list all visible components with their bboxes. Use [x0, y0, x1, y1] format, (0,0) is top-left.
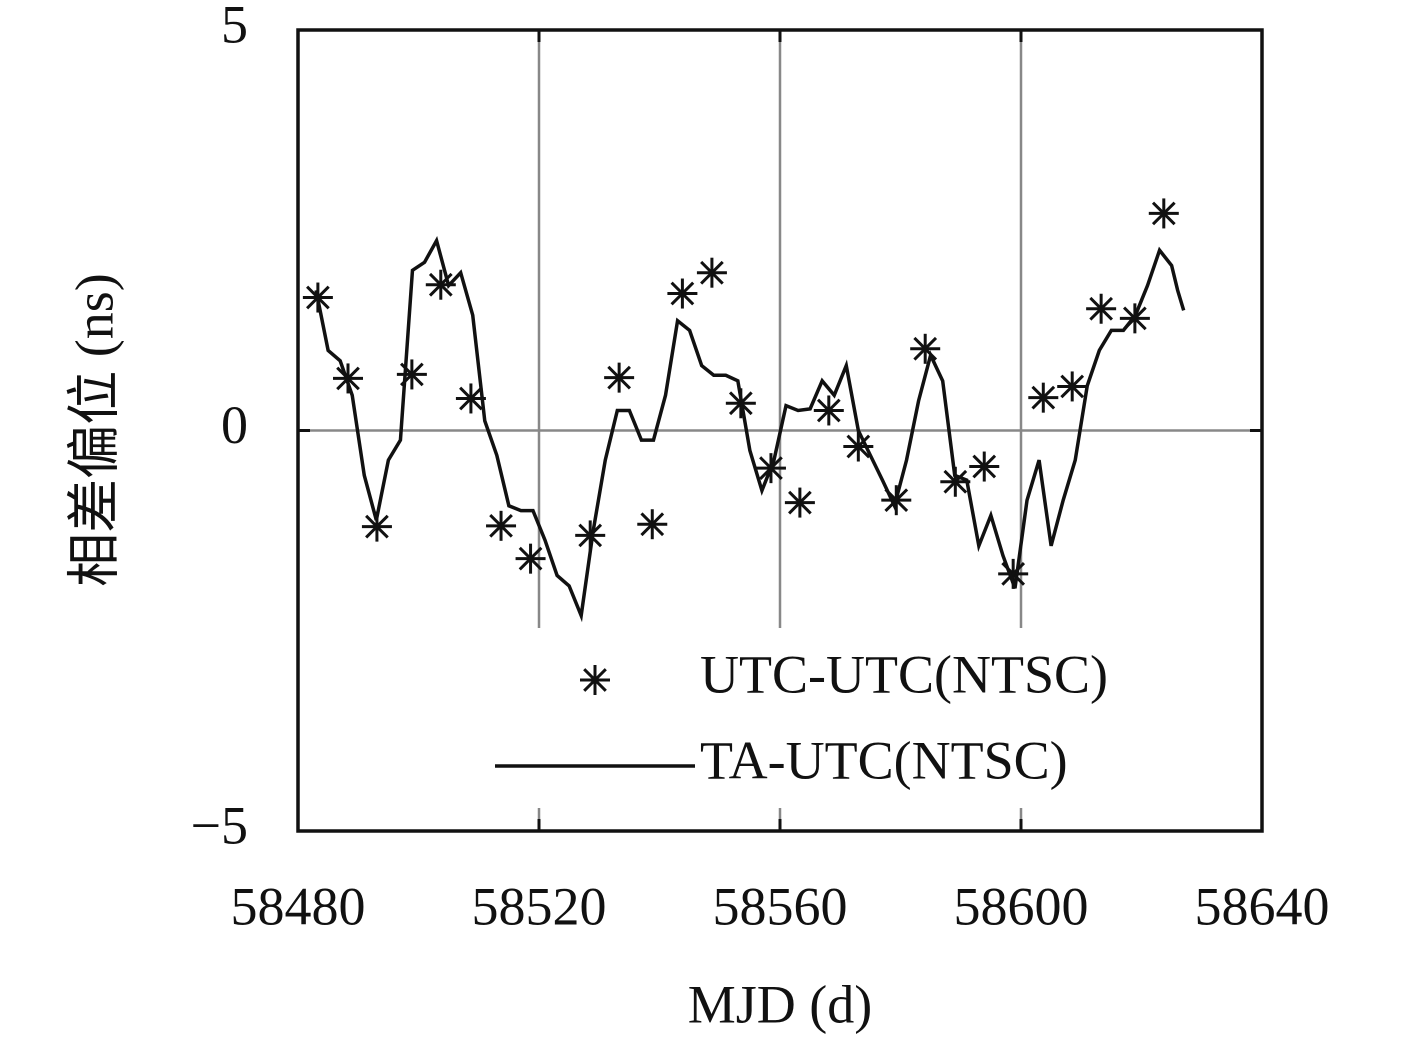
x-tick-label: 58480 — [231, 876, 366, 936]
scatter-point — [667, 278, 698, 309]
marker-stroke — [640, 512, 665, 537]
marker-stroke — [670, 281, 695, 306]
scatter-point — [1057, 371, 1088, 402]
x-tick-label: 58600 — [954, 876, 1089, 936]
legend-marker — [580, 665, 610, 695]
y-tick-label: 0 — [221, 395, 248, 455]
y-tick-label: −5 — [191, 795, 248, 855]
scatter-point — [910, 333, 941, 364]
marker-stroke — [1031, 385, 1056, 410]
scatter-point — [1028, 382, 1059, 413]
marker-stroke — [607, 365, 631, 390]
legend-label: UTC-UTC(NTSC) — [700, 644, 1108, 704]
marker-stroke — [1089, 296, 1113, 321]
marker-stroke — [700, 260, 724, 285]
marker-stroke — [788, 490, 812, 515]
scatter-point — [696, 257, 727, 288]
marker-stroke — [518, 546, 543, 571]
marker-stroke — [459, 386, 483, 411]
scatter-point — [486, 510, 517, 541]
x-tick-label: 58560 — [713, 876, 848, 936]
legend: UTC-UTC(NTSC) TA-UTC(NTSC) — [480, 628, 1256, 808]
legend-label: TA-UTC(NTSC) — [700, 730, 1068, 790]
scatter-point — [637, 509, 668, 540]
marker-stroke — [489, 513, 513, 538]
marker-stroke — [578, 523, 603, 548]
marker-stroke — [816, 398, 841, 423]
scatter-point — [1086, 293, 1117, 324]
marker-stroke — [913, 336, 938, 361]
scatter-point — [843, 431, 874, 462]
marker-stroke — [365, 514, 389, 539]
scatter-point — [515, 543, 546, 574]
scatter-point — [813, 395, 844, 426]
scatter-point — [455, 383, 486, 414]
marker-stroke — [972, 454, 997, 479]
scatter-point — [396, 359, 427, 390]
scatter-point — [1148, 198, 1179, 229]
marker-stroke — [583, 668, 607, 692]
marker-stroke — [846, 434, 871, 459]
y-tick-label: 5 — [221, 0, 248, 54]
x-axis-label: MJD (d) — [688, 974, 873, 1034]
scatter-point — [784, 487, 815, 518]
marker-stroke — [1001, 562, 1026, 586]
y-axis-label: 相差偏位 (ns) — [64, 273, 124, 586]
x-tick-label: 58520 — [472, 876, 607, 936]
x-tick-label: 58640 — [1195, 876, 1330, 936]
legend-box — [480, 628, 1256, 808]
scatter-point — [969, 451, 1000, 482]
marker-stroke — [1151, 201, 1176, 226]
scatter-point — [604, 362, 635, 393]
scatter-point — [425, 269, 456, 300]
marker-stroke — [943, 469, 968, 494]
data-line — [314, 236, 1186, 623]
marker-stroke — [1060, 374, 1085, 399]
